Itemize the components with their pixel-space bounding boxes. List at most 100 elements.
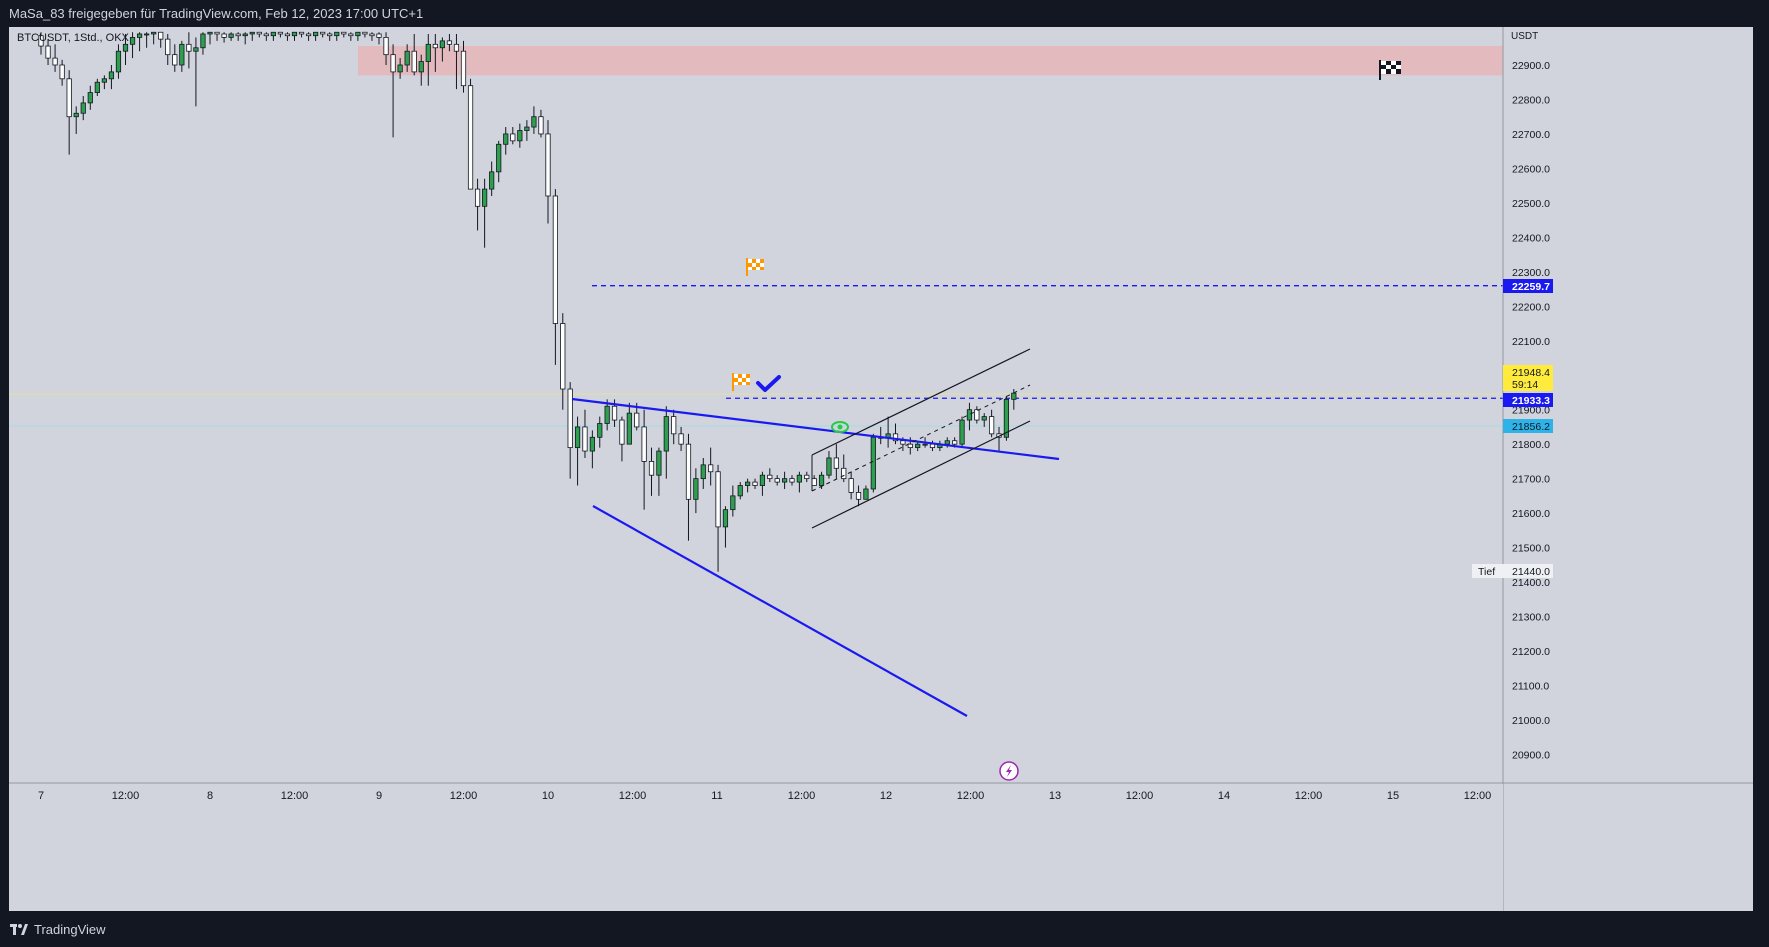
candle-body [574, 426, 581, 449]
low-tag-bg [1472, 564, 1503, 578]
candle-body [144, 33, 150, 36]
candle-body [989, 416, 995, 435]
candle-body [270, 31, 276, 37]
candle-body [826, 457, 832, 476]
symbol-label[interactable]: BTCUSDT, 1Std., OKX [17, 32, 130, 44]
candle-body [708, 464, 714, 473]
candle-body [432, 43, 438, 49]
candle-body [249, 31, 255, 35]
candle-body [841, 467, 847, 480]
candle-body [907, 443, 913, 449]
candle-body [524, 126, 530, 131]
candle-body [789, 478, 795, 483]
time-tick-label: 12 [880, 790, 892, 802]
price-tick-label: 22800.0 [1512, 94, 1550, 106]
candle-body [165, 38, 171, 56]
price-tick-label: 21300.0 [1512, 612, 1550, 624]
candle-body [228, 33, 234, 38]
candle-body [774, 478, 780, 483]
candle-body [634, 412, 640, 428]
candle-body [94, 81, 100, 93]
flag-icon-orange-mid[interactable] [732, 373, 750, 391]
checkered-flag-icon[interactable] [1379, 60, 1401, 80]
lightning-icon[interactable] [999, 761, 1019, 781]
candle-body [517, 130, 523, 142]
candle-body [207, 31, 213, 35]
candle-body [256, 31, 262, 35]
price-chart[interactable]: BTCUSDT, 1Std., OKX USDT 22900.022800.02… [9, 27, 1753, 911]
time-tick-label: 12:00 [450, 790, 478, 802]
share-title: MaSa_83 freigegeben für TradingView.com,… [9, 6, 424, 21]
price-tick-label: 20900.0 [1512, 749, 1550, 761]
candle-body [496, 143, 502, 173]
flag-icon-orange-top[interactable] [746, 258, 764, 276]
time-tick-label: 12:00 [1464, 790, 1492, 802]
time-tick-label: 12:00 [1295, 790, 1323, 802]
candle-body [200, 33, 206, 49]
tradingview-logo[interactable]: TradingView [10, 922, 106, 937]
candle-body [966, 409, 973, 421]
candle-body [833, 457, 839, 469]
candle-body [737, 485, 743, 497]
candle-body [214, 31, 220, 35]
footer-bar: TradingView [0, 911, 1769, 947]
candle-body [981, 416, 987, 421]
candle-body [745, 481, 751, 486]
candle-body [411, 50, 417, 73]
candle-body [510, 133, 516, 142]
checkmark-icon[interactable] [756, 375, 781, 392]
candle-body [722, 509, 729, 528]
price-tick-label: 22600.0 [1512, 163, 1550, 175]
time-axis[interactable] [9, 784, 1503, 911]
price-tick-label: 21500.0 [1512, 543, 1550, 555]
time-axis-ticks: 7 12:00 8 12:00 9 12:00 10 12:00 11 12:00 12 12:00 1… [38, 790, 1491, 802]
wedge-upper-trendline[interactable] [571, 397, 1060, 461]
candle-body [242, 33, 248, 37]
candle-body [80, 102, 86, 114]
candle-body [900, 440, 906, 445]
eye-icon[interactable] [831, 421, 849, 433]
candle-body [767, 474, 773, 480]
time-tick-label: 10 [542, 790, 554, 802]
time-tick-label: 12:00 [1126, 790, 1154, 802]
candle-body [467, 85, 474, 190]
candle-body [277, 31, 284, 35]
candle-body [193, 47, 199, 52]
candle-body [855, 492, 862, 500]
candle-body [626, 412, 632, 445]
candle-body [538, 116, 544, 135]
candle-body [589, 436, 595, 452]
price-tick-label: 22300.0 [1512, 267, 1550, 279]
candle-body [863, 488, 869, 500]
candle-body [560, 323, 566, 390]
channel-mid-line[interactable] [811, 384, 1031, 492]
wedge-lower-trendline[interactable] [592, 505, 968, 717]
channel-lower-line[interactable] [811, 420, 1031, 529]
price-tick-label: 22700.0 [1512, 129, 1550, 141]
candle-body [604, 405, 610, 424]
candle-body [656, 450, 662, 476]
candle-body [305, 33, 312, 37]
candle-body [390, 54, 396, 73]
time-tick-label: 12:00 [281, 790, 309, 802]
chart-area[interactable]: BTCUSDT, 1Std., OKX USDT 22900.0 22800.0 2… [9, 27, 1753, 911]
candle-body [782, 478, 788, 483]
candle-body [453, 43, 460, 52]
candle-body [221, 33, 227, 38]
resistance-zone[interactable] [358, 46, 1503, 76]
tradingview-logo-icon [10, 924, 28, 935]
candle-body [922, 443, 928, 446]
candle-body [959, 419, 965, 445]
candle-body [362, 31, 368, 35]
candle-body [752, 481, 758, 486]
price-tick-label: 22100.0 [1512, 336, 1550, 348]
level-tag-22259-bg [1503, 279, 1553, 293]
candle-body [446, 40, 453, 45]
price-tick-label: 22900.0 [1512, 60, 1550, 72]
channel-upper-line[interactable] [811, 348, 1031, 456]
candle-body [582, 426, 588, 452]
candle-body [298, 31, 305, 35]
candles [38, 31, 544, 248]
time-tick-label: 13 [1049, 790, 1061, 802]
candle-body [158, 31, 164, 40]
